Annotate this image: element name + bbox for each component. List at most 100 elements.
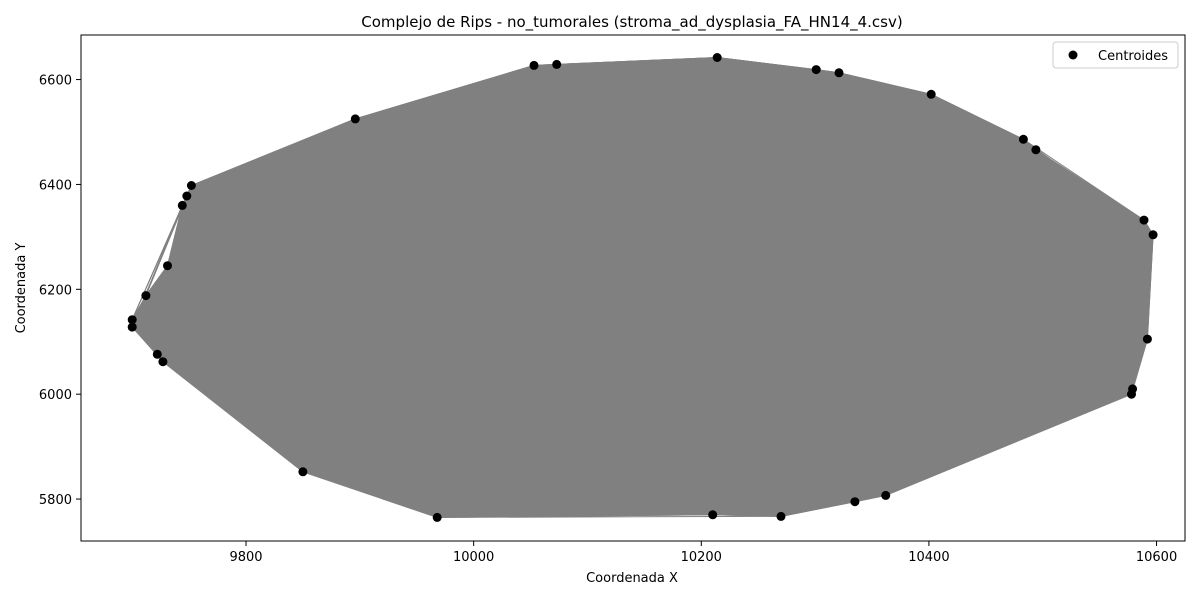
edge bbox=[354, 118, 782, 517]
y-tick-label-2: 6200 bbox=[39, 283, 72, 298]
edge bbox=[302, 234, 1154, 473]
edge bbox=[885, 234, 1154, 496]
edge bbox=[930, 93, 1148, 340]
edge bbox=[145, 64, 535, 297]
chart-title: Complejo de Rips - no_tumorales (stroma_… bbox=[361, 13, 902, 32]
edge bbox=[191, 185, 713, 516]
edge bbox=[838, 72, 932, 95]
edge bbox=[302, 388, 1133, 473]
edge bbox=[302, 471, 438, 518]
edge bbox=[302, 361, 637, 473]
centroid-point-7 bbox=[182, 191, 192, 201]
edge bbox=[629, 93, 932, 282]
edge bbox=[436, 138, 1024, 518]
edge bbox=[302, 149, 1037, 473]
edge bbox=[854, 494, 886, 503]
edge bbox=[132, 185, 571, 321]
edge bbox=[716, 57, 887, 496]
edge bbox=[437, 219, 1145, 518]
edge bbox=[470, 194, 1154, 236]
edge bbox=[533, 64, 1154, 236]
edge bbox=[485, 358, 713, 516]
edge bbox=[302, 338, 1148, 473]
edge bbox=[186, 195, 584, 360]
edge bbox=[791, 219, 1145, 262]
edge bbox=[574, 72, 840, 168]
edge bbox=[780, 139, 1024, 517]
edge bbox=[355, 118, 569, 227]
edge bbox=[717, 57, 1037, 151]
centroid-point-28 bbox=[1148, 230, 1158, 240]
edge bbox=[761, 284, 856, 502]
edge bbox=[556, 63, 840, 74]
centroid-point-21 bbox=[926, 89, 936, 99]
edge bbox=[534, 93, 932, 359]
centroid-point-17 bbox=[811, 65, 821, 75]
centroid-point-19 bbox=[850, 497, 860, 507]
edge bbox=[764, 259, 1132, 395]
edge bbox=[167, 265, 304, 473]
x-tick-label-0: 9800 bbox=[229, 550, 262, 565]
edge bbox=[533, 64, 1145, 221]
edge bbox=[854, 139, 1024, 502]
edge bbox=[816, 69, 1037, 151]
edge bbox=[186, 195, 856, 503]
edge bbox=[556, 64, 782, 517]
edge bbox=[531, 149, 1036, 222]
x-axis-ticks: 9800 10000 10200 10400 10600 bbox=[229, 541, 1177, 565]
edge bbox=[157, 93, 932, 355]
centroid-point-15 bbox=[712, 53, 722, 62]
edge bbox=[533, 65, 708, 315]
edge bbox=[1035, 149, 1145, 221]
edge bbox=[167, 251, 438, 267]
edge bbox=[885, 149, 1037, 496]
edge bbox=[162, 234, 1154, 363]
edge bbox=[186, 57, 718, 197]
edge bbox=[132, 319, 1148, 340]
edge bbox=[703, 244, 1148, 340]
edge bbox=[838, 72, 1024, 140]
centroid-point-11 bbox=[432, 512, 442, 522]
edge bbox=[1035, 149, 1148, 340]
edge bbox=[805, 69, 817, 232]
edge bbox=[181, 205, 304, 472]
edge bbox=[436, 65, 535, 518]
centroid-point-1 bbox=[127, 322, 137, 332]
edge bbox=[556, 64, 619, 275]
edge bbox=[607, 234, 1154, 277]
edge bbox=[162, 324, 439, 363]
edge bbox=[132, 326, 782, 517]
edge bbox=[556, 63, 1154, 236]
edge bbox=[623, 294, 1133, 390]
x-tick-label-2: 10200 bbox=[681, 550, 722, 565]
edge bbox=[191, 72, 840, 186]
centroid-point-14 bbox=[708, 510, 718, 520]
edge bbox=[302, 471, 886, 496]
edges-layer bbox=[131, 56, 1154, 518]
edge bbox=[186, 64, 535, 197]
edge bbox=[643, 234, 1154, 286]
edge bbox=[469, 284, 1132, 395]
edge bbox=[302, 167, 680, 473]
edge bbox=[302, 275, 691, 473]
edge bbox=[478, 138, 1024, 204]
edge bbox=[815, 69, 1134, 390]
edge bbox=[558, 353, 856, 503]
edge bbox=[132, 306, 699, 328]
edge bbox=[854, 234, 1154, 503]
centroid-point-2 bbox=[141, 291, 151, 301]
edge bbox=[186, 195, 1154, 236]
edge bbox=[717, 57, 1024, 140]
centroid-point-25 bbox=[1127, 389, 1136, 399]
edge bbox=[167, 265, 606, 305]
edge bbox=[763, 288, 1148, 340]
edge bbox=[815, 69, 856, 502]
edge bbox=[162, 361, 1132, 395]
edge bbox=[532, 302, 1133, 390]
edge bbox=[712, 72, 840, 361]
edge bbox=[132, 192, 472, 321]
x-axis-label: Coordenada X bbox=[586, 571, 678, 586]
edge bbox=[930, 93, 1134, 390]
edge bbox=[436, 229, 576, 518]
legend: Centroides bbox=[1052, 41, 1179, 69]
